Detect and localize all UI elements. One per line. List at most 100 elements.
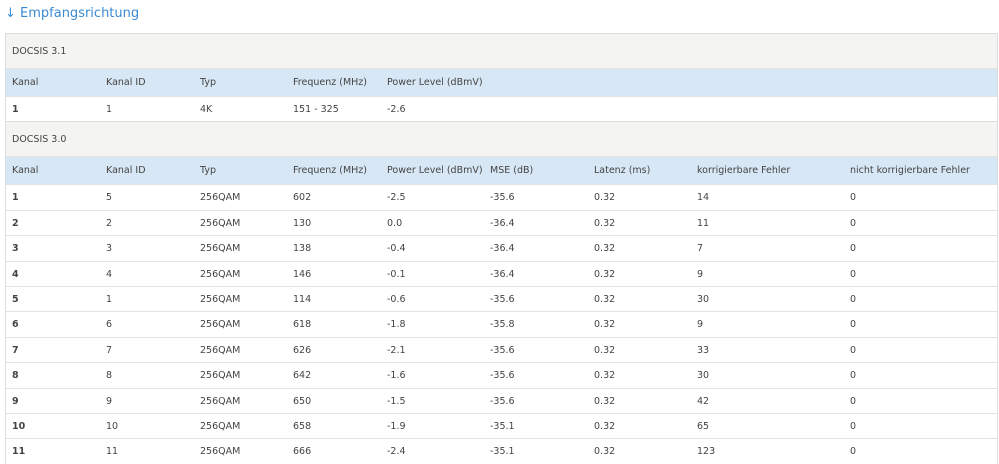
column-header: Frequenz (MHz) [293, 165, 367, 177]
table-cell: 33 [697, 344, 710, 356]
table-cell: 5 [106, 192, 113, 204]
table-cell: 5 [12, 293, 19, 305]
table-cell: -35.6 [490, 293, 515, 305]
table-cell: 9 [12, 395, 19, 407]
table-cell: 11 [12, 446, 26, 458]
column-header: korrigierbare Fehler [697, 165, 791, 177]
table-cell: -0.6 [387, 293, 406, 305]
table-cell: 9 [106, 395, 113, 407]
table-cell: 30 [697, 293, 710, 305]
table-cell: 114 [293, 293, 312, 305]
table-cell: 130 [293, 217, 312, 229]
data-row: 11 11 256QAM 666 -2.4 -35.1 0.32 123 0 [6, 438, 997, 463]
table-cell: 0 [850, 192, 857, 204]
table-cell: -36.4 [490, 217, 515, 229]
column-header: Typ [200, 77, 216, 88]
table-cell: 65 [697, 420, 710, 432]
column-header: Kanal [12, 77, 39, 88]
table-cell: 256QAM [200, 217, 241, 229]
table-cell: 0.32 [594, 370, 616, 382]
section-title[interactable]: ↓ Empfangsrichtung [5, 6, 140, 21]
table-cell: 0.32 [594, 344, 616, 356]
table-cell: 8 [106, 370, 113, 382]
data-row: 4 4 256QAM 146 -0.1 -36.4 0.32 9 0 [6, 260, 997, 286]
table-cell: 151 - 325 [293, 104, 339, 115]
data-row: 2 2 256QAM 130 0.0 -36.4 0.32 11 0 [6, 209, 997, 235]
table-cell: 11 [106, 446, 119, 458]
table-cell: 0 [850, 370, 857, 382]
table-cell: 30 [697, 370, 710, 382]
table-cell: 256QAM [200, 446, 241, 458]
table-cell: 0.32 [594, 243, 616, 255]
table-cell: 0.32 [594, 268, 616, 280]
column-header: Power Level (dBmV) [387, 165, 483, 177]
table-cell: 256QAM [200, 344, 241, 356]
table-cell: 7 [12, 344, 19, 356]
table-cell: 4K [200, 104, 213, 115]
table-cell: 256QAM [200, 192, 241, 204]
table-cell: 6 [106, 319, 113, 331]
table-cell: 146 [293, 268, 312, 280]
data-row: 1 5 256QAM 602 -2.5 -35.6 0.32 14 0 [6, 184, 997, 209]
column-header: Kanal [12, 165, 39, 177]
table-cell: 0.32 [594, 446, 616, 458]
table-cell: 0.32 [594, 319, 616, 331]
table-cell: -2.4 [387, 446, 406, 458]
table-cell: -0.1 [387, 268, 406, 280]
table-cell: 42 [697, 395, 710, 407]
table-cell: 0.32 [594, 420, 616, 432]
table-cell: 256QAM [200, 293, 241, 305]
table-cell: 10 [106, 420, 119, 432]
data-row: 9 9 256QAM 650 -1.5 -35.6 0.32 42 0 [6, 387, 997, 413]
table-cell: -35.6 [490, 395, 515, 407]
table-cell: -35.6 [490, 192, 515, 204]
data-row: 8 8 256QAM 642 -1.6 -35.6 0.32 30 0 [6, 362, 997, 387]
table-cell: 14 [697, 192, 710, 204]
table-cell: -35.1 [490, 420, 515, 432]
table-cell: 256QAM [200, 243, 241, 255]
table-cell: 1 [12, 104, 19, 115]
table-cell: 2 [106, 217, 113, 229]
table-cell: 4 [106, 268, 113, 280]
table-cell: -36.4 [490, 268, 515, 280]
table-cell: -1.9 [387, 420, 406, 432]
table-cell: 256QAM [200, 395, 241, 407]
table-cell: -35.6 [490, 344, 515, 356]
data-row: 1 1 4K 151 - 325 -2.6 [6, 96, 997, 121]
table-cell: -0.4 [387, 243, 406, 255]
table-cell: 602 [293, 192, 312, 204]
data-row: 5 1 256QAM 114 -0.6 -35.6 0.32 30 0 [6, 285, 997, 311]
table-cell: 7 [106, 344, 113, 356]
table-cell: 0 [850, 243, 857, 255]
table-cell: 0.32 [594, 293, 616, 305]
column-header: nicht korrigierbare Fehler [850, 165, 970, 177]
table-cell: 7 [697, 243, 704, 255]
table-cell: 6 [12, 319, 19, 331]
column-header: MSE (dB) [490, 165, 534, 177]
column-header: Kanal ID [106, 77, 146, 88]
table-cell: 0.32 [594, 192, 616, 204]
data-row: 7 7 256QAM 626 -2.1 -35.6 0.32 33 0 [6, 336, 997, 362]
table-cell: 0.32 [594, 395, 616, 407]
table-cell: 123 [697, 446, 716, 458]
table-cell: 10 [12, 420, 26, 432]
table-cell: 256QAM [200, 420, 241, 432]
table-cell: 642 [293, 370, 312, 382]
table-cell: 650 [293, 395, 312, 407]
column-header: Typ [200, 165, 216, 177]
table-cell: 9 [697, 268, 704, 280]
table-cell: 3 [12, 243, 19, 255]
table-cell: 11 [697, 217, 710, 229]
table-cell: -1.6 [387, 370, 406, 382]
table-cell: -2.6 [387, 104, 406, 115]
table-cell: -35.1 [490, 446, 515, 458]
data-row: 3 3 256QAM 138 -0.4 -36.4 0.32 7 0 [6, 235, 997, 260]
channel-table: DOCSIS 3.1 Kanal Kanal ID Typ Frequenz (MHz)… [5, 33, 998, 464]
table-cell: 1 [106, 293, 113, 305]
table-cell: 4 [12, 268, 19, 280]
column-header: Latenz (ms) [594, 165, 651, 177]
table-cell: 0.32 [594, 217, 616, 229]
table-cell: 3 [106, 243, 113, 255]
data-row: 6 6 256QAM 618 -1.8 -35.8 0.32 9 0 [6, 311, 997, 336]
table-cell: 0 [850, 319, 857, 331]
